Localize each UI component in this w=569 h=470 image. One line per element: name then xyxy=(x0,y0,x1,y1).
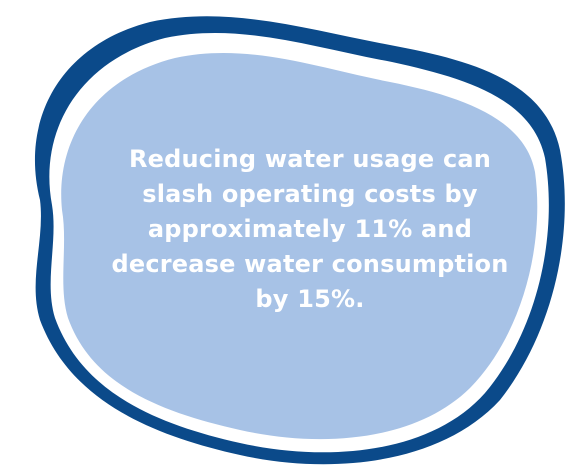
inner-blob xyxy=(61,52,538,440)
quote-text: Reducing water usage can slash operating… xyxy=(111,145,509,313)
